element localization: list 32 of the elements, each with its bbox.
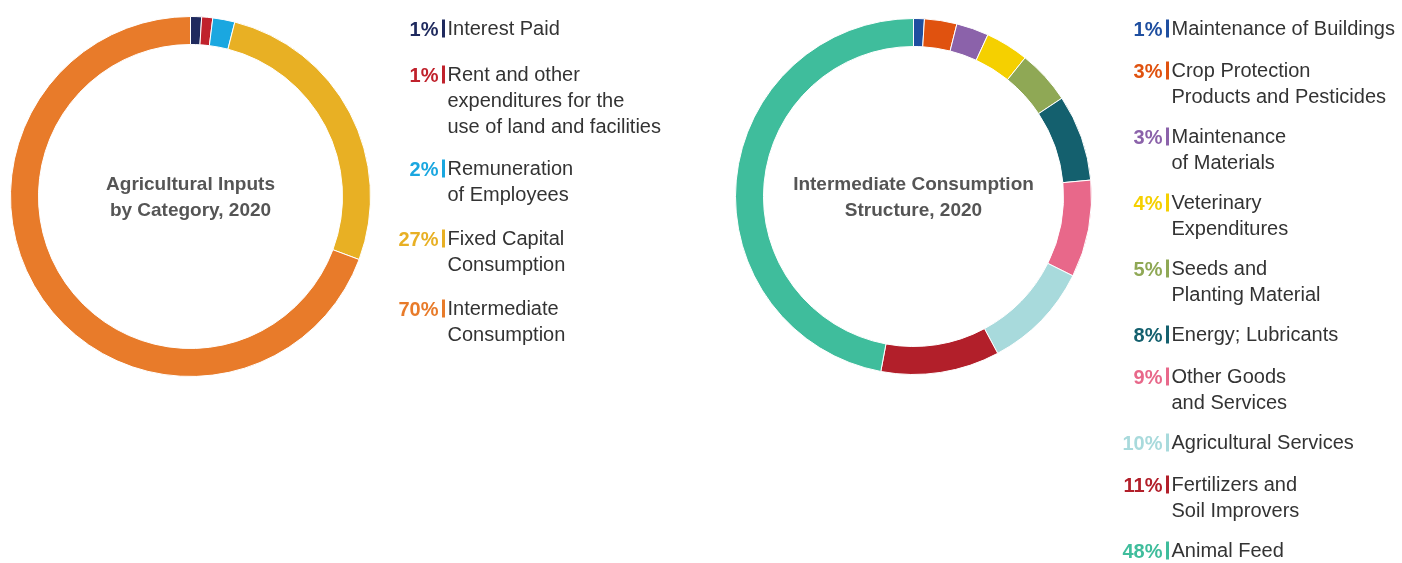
data-label: 9%	[1133, 365, 1163, 388]
data-label: 3%	[1133, 59, 1163, 82]
data-label: 1%	[409, 17, 439, 40]
text: Agricultural Inputs by Category, 2020	[106, 173, 275, 220]
data-label: 5%	[1133, 257, 1163, 280]
legend-label: Animal Feed	[1171, 538, 1284, 561]
legend-label: Maintenance of Materials	[1171, 124, 1287, 173]
legend-label: Remuneration of Employees	[447, 156, 574, 205]
text: Intermediate Consumption Structure, 2020	[793, 173, 1034, 220]
data-label: 3%	[1133, 125, 1163, 148]
legend-label: Interest Paid	[447, 16, 560, 39]
legend-label: Seeds and Planting Material	[1171, 256, 1321, 305]
data-label: 27%	[398, 227, 439, 250]
legend-label: Veterinary Expenditures	[1171, 190, 1289, 239]
legend-label: Energy; Lubricants	[1171, 322, 1339, 345]
legend-label: Fertilizers and Soil Improvers	[1171, 472, 1300, 521]
data-label: 1%	[1133, 17, 1163, 40]
legend-label: Crop Protection Products and Pesticides	[1171, 58, 1387, 107]
data-label: 2%	[409, 157, 439, 180]
legend-label: Maintenance of Buildings	[1171, 16, 1395, 39]
data-label: 8%	[1133, 323, 1163, 346]
data-label: 70%	[398, 297, 439, 320]
data-label: 11%	[1123, 473, 1163, 496]
legend-label: Other Goods and Services	[1171, 364, 1288, 413]
legend-label: Agricultural Services	[1171, 430, 1354, 453]
data-label: 4%	[1133, 191, 1163, 214]
legend-label: Rent and other expenditures for the use of land and facilities	[447, 62, 661, 138]
data-label: 48%	[1122, 539, 1163, 562]
data-label: 10%	[1122, 431, 1163, 454]
data-label: 1%	[409, 63, 439, 86]
legend-label: Intermediate Consumption	[447, 296, 566, 345]
legend-label: Fixed Capital Consumption	[447, 226, 566, 275]
